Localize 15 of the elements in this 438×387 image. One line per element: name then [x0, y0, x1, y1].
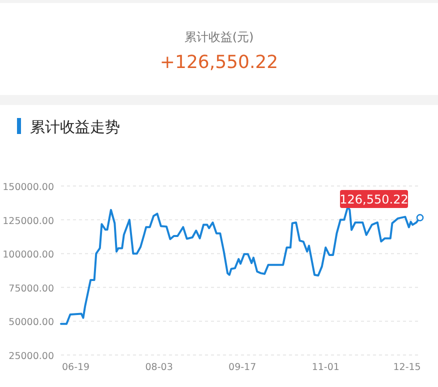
y-tick-label: 50000.00: [8, 317, 54, 328]
x-tick-label: 11-01: [312, 362, 340, 373]
x-tick-label: 08-03: [145, 362, 173, 373]
x-tick-label: 12-15: [393, 362, 421, 373]
y-tick-label: 150000.00: [2, 182, 54, 193]
x-tick-label: 09-17: [228, 362, 256, 373]
text: 累计收益(元): [184, 30, 254, 44]
x-tick-label: 06-19: [62, 362, 90, 373]
annotation: 126,550.22: [340, 192, 408, 206]
y-tick-label: 25000.00: [8, 351, 54, 362]
chart-title: 累计收益走势: [30, 118, 120, 136]
y-tick-label: 100000.00: [2, 250, 54, 261]
text: +126,550.22: [160, 52, 278, 73]
y-tick-label: 75000.00: [8, 283, 54, 294]
y-tick-label: 125000.00: [2, 216, 54, 227]
